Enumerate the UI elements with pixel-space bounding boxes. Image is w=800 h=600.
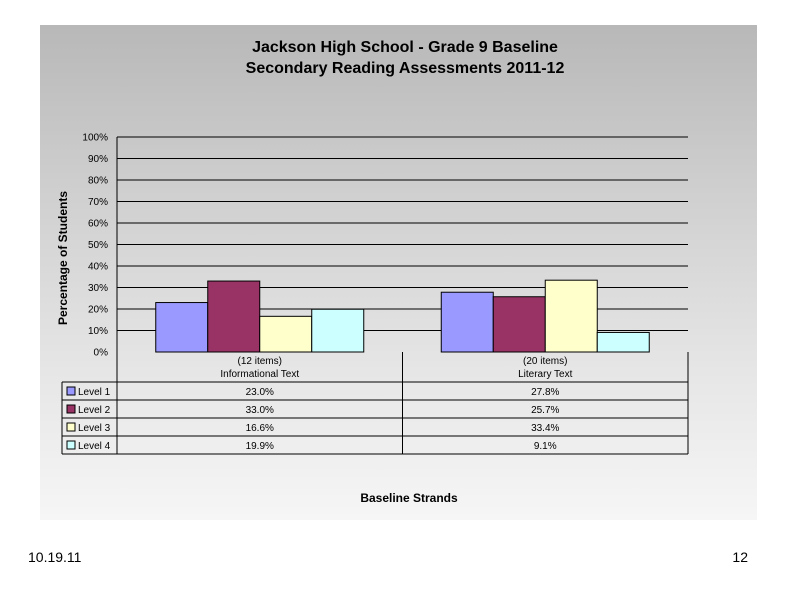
y-tick-label: 50% [88, 240, 108, 251]
y-tick-label: 100% [82, 133, 108, 144]
data-label: 16.6% [246, 423, 274, 434]
legend-key [66, 440, 76, 450]
data-label: 23.0% [246, 387, 274, 398]
data-label: 33.4% [531, 423, 559, 434]
y-tick-label: 60% [88, 219, 108, 230]
data-label: 19.9% [246, 441, 274, 452]
chart-subtitle: Secondary Reading Assessments 2011-12 [246, 60, 565, 77]
legend-label: Level 4 [78, 441, 111, 452]
category-label: (20 items) [523, 356, 567, 367]
data-label: 27.8% [531, 387, 559, 398]
y-axis-label: Percentage of Students [56, 191, 70, 325]
legend-key [66, 386, 76, 396]
y-tick-label: 90% [88, 154, 108, 165]
legend-label: Level 1 [78, 387, 111, 398]
y-tick-label: 70% [88, 197, 108, 208]
y-tick-label: 10% [88, 326, 108, 337]
x-axis-label: Baseline Strands [360, 491, 458, 505]
footer-date: 10.19.11 [28, 549, 82, 565]
bar [596, 331, 650, 353]
y-tick-label: 80% [88, 176, 108, 187]
legend-label: Level 3 [78, 423, 111, 434]
bar [544, 279, 598, 353]
bar [311, 308, 365, 353]
bar [259, 315, 313, 353]
legend-key [66, 404, 76, 414]
bar [207, 280, 261, 353]
y-tick-label: 40% [88, 262, 108, 273]
y-tick-label: 30% [88, 283, 108, 294]
data-label: 25.7% [531, 405, 559, 416]
page-number: 12 [732, 549, 748, 565]
category-label: (12 items) [238, 356, 282, 367]
category-label: Informational Text [220, 369, 299, 380]
chart-title: Jackson High School - Grade 9 Baseline [252, 39, 558, 56]
bar [440, 291, 494, 353]
category-label: Literary Text [518, 369, 573, 380]
bar [155, 302, 209, 353]
bar [492, 296, 546, 353]
y-tick-label: 20% [88, 305, 108, 316]
chart-panel [40, 25, 757, 520]
legend-label: Level 2 [78, 405, 111, 416]
y-tick-label: 0% [94, 348, 109, 359]
data-label: 9.1% [534, 441, 557, 452]
legend-key [66, 422, 76, 432]
data-label: 33.0% [246, 405, 274, 416]
